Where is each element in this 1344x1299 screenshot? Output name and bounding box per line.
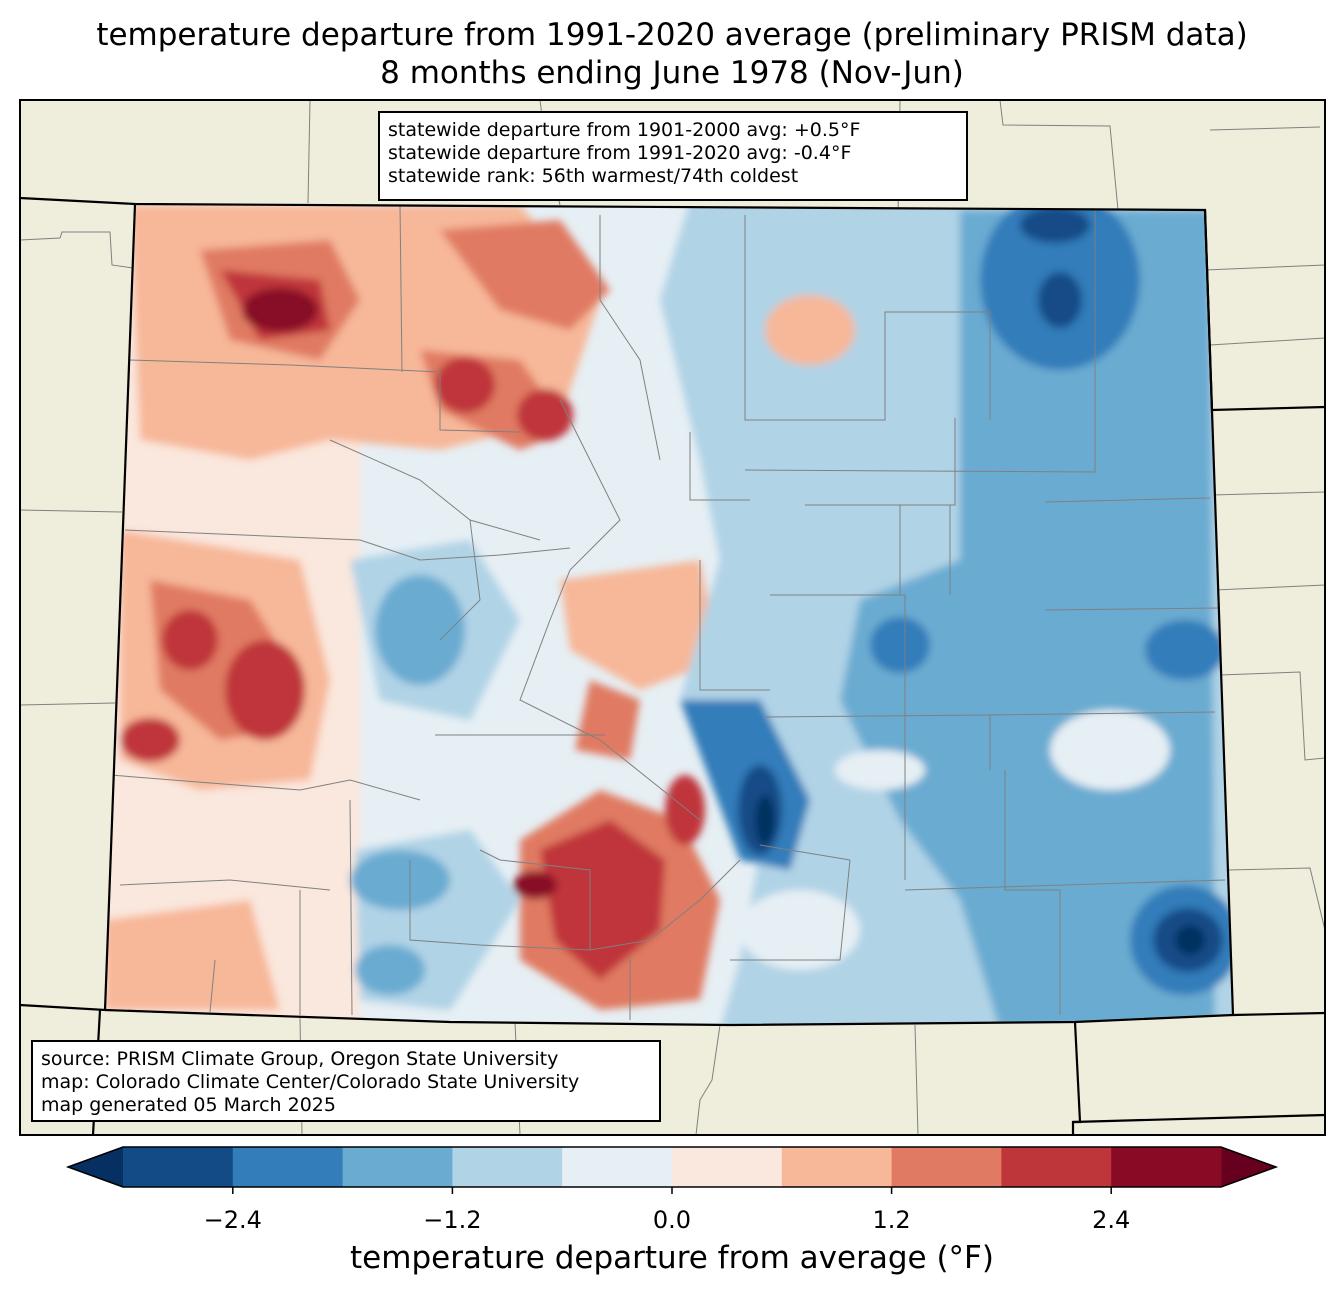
- colorbar: [65, 1146, 1279, 1194]
- map-title-line2: 8 months ending June 1978 (Nov-Jun): [380, 55, 964, 91]
- colorbar-bin: [1111, 1147, 1222, 1187]
- colorbar-extend-low: [68, 1147, 123, 1187]
- colorbar-tick-label: −2.4: [203, 1206, 262, 1234]
- source-line-map: map: Colorado Climate Center/Colorado St…: [41, 1071, 580, 1093]
- colorbar-bin: [123, 1147, 234, 1187]
- colorbar-bin: [891, 1147, 1002, 1187]
- stats-line-1901-2000: statewide departure from 1901-2000 avg: …: [388, 119, 861, 141]
- temperature-departure-field: [105, 204, 1233, 1025]
- source-line-generated: map generated 05 March 2025: [41, 1094, 336, 1116]
- stats-line-rank: statewide rank: 56th warmest/74th coldes…: [388, 165, 799, 187]
- colorbar-tick-label: 2.4: [1092, 1206, 1131, 1234]
- colorbar-bin: [1001, 1147, 1112, 1187]
- colorbar-tick-label: −1.2: [423, 1206, 482, 1234]
- source-line-prism: source: PRISM Climate Group, Oregon Stat…: [41, 1048, 559, 1070]
- colorbar-title: temperature departure from average (°F): [350, 1240, 994, 1276]
- map-title-line1: temperature departure from 1991-2020 ave…: [96, 17, 1248, 53]
- stats-line-1991-2020: statewide departure from 1991-2020 avg: …: [388, 142, 852, 164]
- county-lines: [109, 204, 1226, 1020]
- colorbar-bin: [232, 1147, 344, 1187]
- colorbar-tick-label: 0.0: [652, 1206, 692, 1234]
- colorbar-bin: [452, 1147, 563, 1187]
- colorbar-bin: [562, 1147, 673, 1187]
- colorbar-tick-label: 1.2: [872, 1206, 911, 1234]
- colorbar-bin: [342, 1147, 453, 1187]
- map-frame: [19, 99, 1326, 1136]
- colorbar-extend-high: [1221, 1147, 1276, 1187]
- colorbar-bin: [781, 1147, 893, 1187]
- source-box: source: PRISM Climate Group, Oregon Stat…: [31, 1040, 661, 1122]
- statewide-stats-box: statewide departure from 1901-2000 avg: …: [378, 111, 968, 201]
- colorbar-outline: [65, 1146, 1279, 1188]
- colorbar-bin: [672, 1147, 783, 1187]
